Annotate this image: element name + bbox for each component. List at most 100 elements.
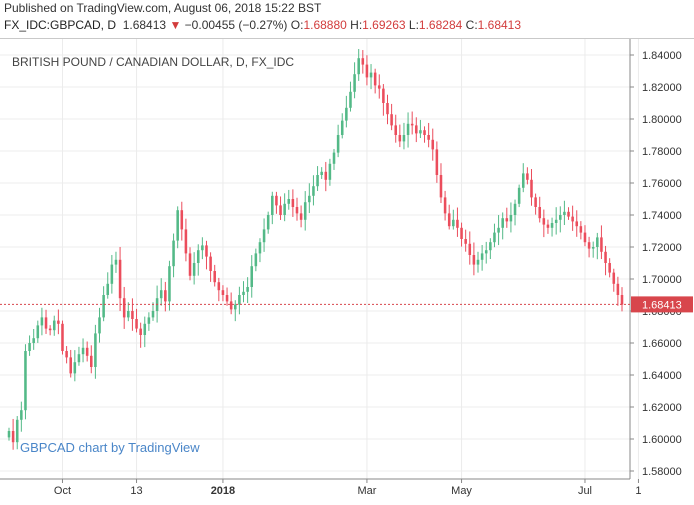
- candle-down: [139, 328, 142, 335]
- candle-down: [11, 431, 15, 443]
- x-tick-label: Mar: [357, 485, 376, 497]
- y-tick-label: 1.84000: [642, 50, 682, 62]
- candle-up: [151, 311, 155, 318]
- chart-frame[interactable]: 1.84000 1.82000 1.80000 1.78000 1.76000 1.740…: [0, 38, 694, 499]
- candle-up: [517, 187, 521, 204]
- candle-down: [579, 226, 583, 233]
- candle-down: [131, 311, 134, 319]
- candle-up: [513, 203, 517, 215]
- candle-up: [201, 245, 204, 251]
- candle-up: [406, 123, 410, 135]
- candle-up: [36, 325, 40, 339]
- candle-down: [538, 207, 541, 219]
- ohlc-legend: FX_IDC:GBPCAD, D 1.68413 ▼ −0.00455 (−0.…: [4, 17, 521, 33]
- candle-up: [591, 247, 595, 249]
- y-tick-label: 1.72000: [642, 242, 682, 254]
- candle-down: [229, 301, 233, 310]
- candle-up: [24, 351, 27, 411]
- candle-down: [534, 197, 537, 207]
- candle-up: [312, 186, 315, 196]
- candle-down: [567, 211, 570, 217]
- y-tick-label: 1.74000: [642, 210, 682, 222]
- candle-down: [472, 255, 476, 265]
- high-value: 1.69263: [362, 18, 406, 32]
- candle-up: [110, 264, 114, 284]
- x-tick-label: Oct: [54, 485, 71, 497]
- chart-title: BRITISH POUND / CANADIAN DOLLAR, D, FX_I…: [12, 55, 294, 69]
- candle-up: [258, 242, 262, 254]
- candle-up: [172, 240, 175, 267]
- candle-up: [287, 199, 291, 204]
- candle-down: [90, 355, 93, 367]
- candle-up: [452, 219, 455, 227]
- candle-down: [61, 323, 64, 351]
- candle-up: [563, 211, 566, 215]
- candle-down: [530, 179, 533, 198]
- candle-down: [291, 199, 295, 207]
- last-price: 1.68413: [122, 18, 167, 32]
- candle-down: [184, 229, 188, 254]
- x-tick-label: Jul: [578, 485, 592, 497]
- candle-down: [221, 290, 225, 295]
- candle-down: [188, 253, 192, 276]
- candle-up: [176, 210, 179, 241]
- candle-up: [402, 135, 406, 142]
- candle-up: [353, 74, 356, 92]
- y-tick-label: 1.64000: [642, 370, 682, 382]
- candle-up: [509, 215, 513, 222]
- candle-down: [373, 72, 377, 86]
- candle-up: [480, 253, 484, 260]
- candle-up: [316, 175, 319, 187]
- candle-down: [180, 210, 184, 230]
- candle-up: [7, 431, 11, 438]
- candle-up: [550, 223, 554, 228]
- candle-up: [476, 259, 480, 265]
- candle-up: [242, 291, 245, 295]
- candle-up: [328, 163, 332, 180]
- candle-down: [410, 123, 414, 126]
- candle-down: [447, 213, 451, 227]
- candle-down: [225, 295, 229, 302]
- candle-down: [279, 205, 282, 215]
- candle-down: [464, 239, 467, 244]
- candle-up: [102, 295, 105, 318]
- low-label: L:: [408, 18, 419, 32]
- candle-up: [81, 347, 85, 355]
- candle-up: [308, 195, 311, 203]
- candle-down: [439, 175, 443, 198]
- y-tick-label: 1.62000: [642, 402, 682, 414]
- candle-up: [262, 229, 266, 243]
- open-label: O:: [290, 18, 304, 32]
- candle-down: [69, 357, 72, 374]
- candle-down: [65, 351, 68, 358]
- candle-down: [209, 256, 212, 271]
- candle-down: [85, 347, 89, 356]
- candle-down: [505, 218, 509, 222]
- candle-up: [238, 295, 241, 305]
- candle-up: [419, 130, 422, 134]
- close-value: 1.68413: [477, 18, 522, 32]
- published-info: Published on TradingView.com, August 06,…: [4, 1, 322, 15]
- candle-up: [254, 253, 258, 267]
- candle-down: [361, 58, 365, 65]
- candle-up: [52, 320, 56, 331]
- candle-down: [608, 263, 611, 273]
- candle-down: [456, 219, 459, 228]
- candle-down: [122, 298, 126, 318]
- candle-up: [94, 333, 97, 367]
- candle-up: [596, 237, 599, 247]
- candle-down: [612, 272, 616, 284]
- candle-up: [501, 218, 504, 228]
- watermark-text: GBPCAD chart by TradingView: [20, 440, 200, 455]
- candle-down: [431, 139, 435, 150]
- candle-up: [521, 173, 525, 188]
- candle-up: [106, 283, 110, 295]
- candle-down: [213, 271, 216, 283]
- last-price-badge: [631, 296, 693, 313]
- close-label: C:: [465, 18, 478, 32]
- y-tick-label: 1.66000: [642, 338, 682, 350]
- candle-down: [435, 149, 439, 175]
- candle-down: [616, 283, 620, 295]
- candle-up: [369, 72, 373, 78]
- candlestick-chart[interactable]: 1.84000 1.82000 1.80000 1.78000 1.76000 1.740…: [0, 39, 694, 500]
